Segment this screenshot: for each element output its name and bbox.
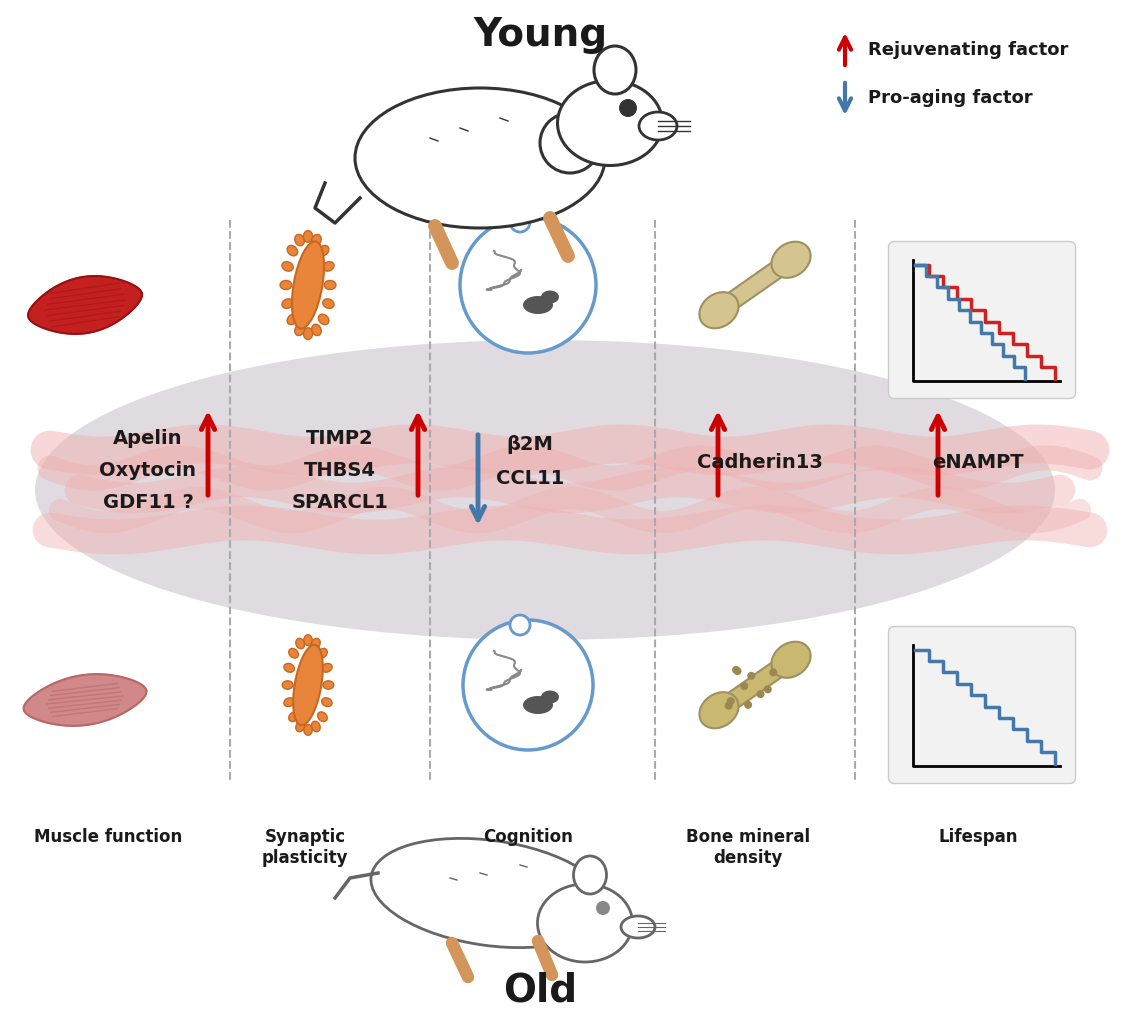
Text: TIMP2: TIMP2 bbox=[306, 429, 373, 447]
Ellipse shape bbox=[303, 327, 312, 340]
Ellipse shape bbox=[304, 634, 312, 646]
Text: Cadherin13: Cadherin13 bbox=[697, 452, 823, 472]
Ellipse shape bbox=[540, 113, 600, 173]
Ellipse shape bbox=[284, 664, 294, 672]
Ellipse shape bbox=[281, 262, 293, 271]
Circle shape bbox=[463, 620, 592, 750]
Ellipse shape bbox=[287, 314, 297, 324]
Circle shape bbox=[596, 901, 609, 915]
Circle shape bbox=[765, 686, 771, 693]
Text: Young: Young bbox=[473, 16, 607, 54]
Text: Synaptic
plasticity: Synaptic plasticity bbox=[262, 828, 348, 866]
Ellipse shape bbox=[322, 299, 334, 308]
Text: eNAMPT: eNAMPT bbox=[932, 452, 1024, 472]
Ellipse shape bbox=[280, 280, 292, 290]
Text: Lifespan: Lifespan bbox=[939, 828, 1018, 846]
Ellipse shape bbox=[311, 638, 320, 649]
Ellipse shape bbox=[355, 88, 605, 228]
Ellipse shape bbox=[371, 839, 609, 947]
Text: Rejuvenating factor: Rejuvenating factor bbox=[868, 41, 1068, 59]
Text: Apelin: Apelin bbox=[114, 429, 183, 447]
Polygon shape bbox=[24, 674, 146, 726]
Ellipse shape bbox=[523, 696, 553, 714]
Ellipse shape bbox=[321, 664, 333, 672]
Text: β2M: β2M bbox=[506, 436, 554, 454]
Text: Cognition: Cognition bbox=[484, 828, 573, 846]
Ellipse shape bbox=[287, 246, 297, 256]
Circle shape bbox=[757, 691, 764, 698]
Ellipse shape bbox=[288, 649, 299, 658]
Ellipse shape bbox=[35, 340, 1056, 640]
Ellipse shape bbox=[541, 291, 560, 304]
Text: Pro-aging factor: Pro-aging factor bbox=[868, 89, 1033, 107]
Ellipse shape bbox=[293, 644, 322, 725]
Circle shape bbox=[510, 615, 530, 635]
Ellipse shape bbox=[319, 246, 329, 256]
Ellipse shape bbox=[284, 698, 294, 707]
Ellipse shape bbox=[594, 46, 636, 94]
Ellipse shape bbox=[323, 680, 334, 690]
Ellipse shape bbox=[772, 641, 810, 678]
Text: SPARCL1: SPARCL1 bbox=[292, 492, 388, 512]
Ellipse shape bbox=[288, 712, 299, 721]
Ellipse shape bbox=[312, 234, 321, 246]
Ellipse shape bbox=[538, 884, 632, 962]
Text: Muscle function: Muscle function bbox=[34, 828, 182, 846]
Polygon shape bbox=[28, 276, 142, 333]
Text: Old: Old bbox=[503, 971, 577, 1009]
Ellipse shape bbox=[296, 638, 304, 649]
Text: CCL11: CCL11 bbox=[496, 469, 564, 488]
Circle shape bbox=[460, 217, 596, 353]
Polygon shape bbox=[714, 653, 796, 717]
Ellipse shape bbox=[281, 299, 293, 308]
Ellipse shape bbox=[322, 262, 334, 271]
Ellipse shape bbox=[318, 712, 327, 721]
Ellipse shape bbox=[295, 234, 304, 246]
Circle shape bbox=[748, 672, 755, 679]
Ellipse shape bbox=[699, 693, 739, 728]
Circle shape bbox=[728, 698, 734, 705]
Text: THBS4: THBS4 bbox=[304, 460, 376, 480]
Text: Oxytocin: Oxytocin bbox=[100, 460, 196, 480]
Ellipse shape bbox=[523, 296, 553, 314]
Circle shape bbox=[510, 212, 530, 232]
Ellipse shape bbox=[311, 721, 320, 731]
Circle shape bbox=[770, 669, 776, 675]
Circle shape bbox=[741, 682, 748, 690]
Ellipse shape bbox=[312, 324, 321, 336]
Circle shape bbox=[619, 99, 637, 117]
Ellipse shape bbox=[772, 241, 810, 278]
Circle shape bbox=[745, 702, 751, 708]
Ellipse shape bbox=[541, 691, 560, 704]
Ellipse shape bbox=[303, 230, 312, 242]
Text: GDF11 ?: GDF11 ? bbox=[102, 492, 193, 512]
Ellipse shape bbox=[639, 112, 676, 140]
Ellipse shape bbox=[318, 649, 327, 658]
FancyBboxPatch shape bbox=[889, 241, 1076, 399]
Ellipse shape bbox=[621, 916, 655, 938]
Ellipse shape bbox=[319, 314, 329, 324]
Ellipse shape bbox=[321, 698, 333, 707]
Ellipse shape bbox=[304, 724, 312, 736]
Text: Bone mineral
density: Bone mineral density bbox=[686, 828, 810, 866]
Circle shape bbox=[725, 703, 732, 709]
Ellipse shape bbox=[699, 293, 739, 328]
Ellipse shape bbox=[292, 241, 323, 328]
Ellipse shape bbox=[557, 81, 663, 166]
Ellipse shape bbox=[283, 680, 293, 690]
Circle shape bbox=[733, 667, 739, 673]
Ellipse shape bbox=[295, 324, 304, 336]
Polygon shape bbox=[714, 253, 796, 317]
Ellipse shape bbox=[296, 721, 304, 731]
FancyBboxPatch shape bbox=[889, 626, 1076, 784]
Ellipse shape bbox=[325, 280, 336, 290]
Ellipse shape bbox=[573, 856, 606, 894]
Circle shape bbox=[734, 668, 741, 674]
